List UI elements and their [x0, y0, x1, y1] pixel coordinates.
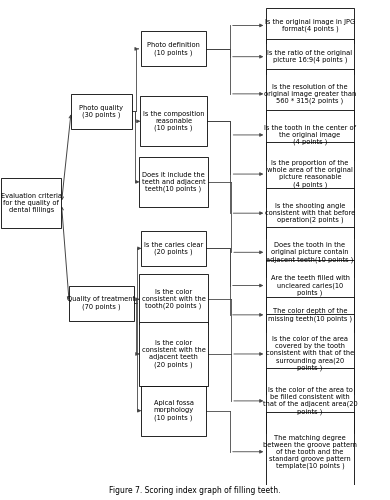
Text: Photo quality
(30 points ): Photo quality (30 points ) [80, 104, 123, 118]
FancyBboxPatch shape [140, 157, 207, 207]
Text: Is the color
consistent with the
tooth(20 points ): Is the color consistent with the tooth(2… [142, 289, 206, 310]
FancyBboxPatch shape [141, 32, 206, 66]
FancyBboxPatch shape [266, 39, 354, 74]
FancyBboxPatch shape [266, 69, 354, 119]
Text: Apical fossa
morphology
(10 points ): Apical fossa morphology (10 points ) [154, 400, 193, 421]
FancyBboxPatch shape [266, 227, 354, 278]
Text: Is the color of the area
covered by the tooth
consistent with that of the
surrou: Is the color of the area covered by the … [266, 336, 354, 372]
FancyBboxPatch shape [141, 386, 206, 436]
FancyBboxPatch shape [141, 231, 206, 266]
Text: Is the tooth in the center of
the original image
(4 points ): Is the tooth in the center of the origin… [264, 124, 356, 145]
Text: Are the teeth filled with
uncleared caries(10
points ): Are the teeth filled with uncleared cari… [271, 275, 349, 296]
Text: The matching degree
between the groove pattern
of the tooth and the
standard gro: The matching degree between the groove p… [263, 434, 357, 469]
FancyBboxPatch shape [266, 412, 354, 492]
FancyBboxPatch shape [140, 274, 207, 324]
Text: Evaluation criteria
for the quality of
dental fillings: Evaluation criteria for the quality of d… [1, 194, 62, 214]
Text: Figure 7. Scoring index graph of filling teeth.: Figure 7. Scoring index graph of filling… [109, 486, 281, 495]
Text: Photo definition
(10 points ): Photo definition (10 points ) [147, 42, 200, 56]
Text: Does the tooth in the
original picture contain
adjacent teeth(10 points ): Does the tooth in the original picture c… [266, 242, 354, 262]
FancyBboxPatch shape [69, 286, 133, 320]
FancyBboxPatch shape [1, 178, 62, 228]
FancyBboxPatch shape [266, 314, 354, 394]
FancyBboxPatch shape [266, 8, 354, 43]
FancyBboxPatch shape [71, 94, 132, 129]
Text: Is the ratio of the original
picture 16:9(4 points ): Is the ratio of the original picture 16:… [268, 50, 353, 64]
Text: Is the color
consistent with the
adjacent teeth
(20 points ): Is the color consistent with the adjacen… [142, 340, 206, 367]
FancyBboxPatch shape [140, 322, 207, 386]
Text: Is the color of the area to
be filled consistent with
that of the adjacent area(: Is the color of the area to be filled co… [263, 387, 357, 415]
FancyBboxPatch shape [266, 142, 354, 206]
FancyBboxPatch shape [266, 298, 354, 332]
FancyBboxPatch shape [140, 96, 207, 146]
Text: The color depth of the
missing teeth(10 points ): The color depth of the missing teeth(10 … [268, 308, 352, 322]
FancyBboxPatch shape [266, 368, 354, 434]
Text: Is the shooting angle
consistent with that before
operation(2 points ): Is the shooting angle consistent with th… [265, 203, 355, 224]
Text: Does it include the
teeth and adjacent
teeth(10 points ): Does it include the teeth and adjacent t… [142, 172, 206, 192]
Text: Is the caries clear
(20 points ): Is the caries clear (20 points ) [144, 242, 203, 255]
Text: Is the composition
reasonable
(10 points ): Is the composition reasonable (10 points… [143, 111, 204, 132]
FancyBboxPatch shape [266, 260, 354, 310]
FancyBboxPatch shape [266, 110, 354, 160]
Text: Is the resolution of the
original image greater than
560 * 315(2 points ): Is the resolution of the original image … [264, 84, 356, 104]
Text: Is the proportion of the
whole area of the original
picture reasonable
(4 points: Is the proportion of the whole area of t… [267, 160, 353, 188]
Text: Is the original image in JPG
format(4 points ): Is the original image in JPG format(4 po… [265, 18, 355, 32]
Text: Quality of treatment
(70 points ): Quality of treatment (70 points ) [67, 296, 135, 310]
FancyBboxPatch shape [266, 188, 354, 238]
